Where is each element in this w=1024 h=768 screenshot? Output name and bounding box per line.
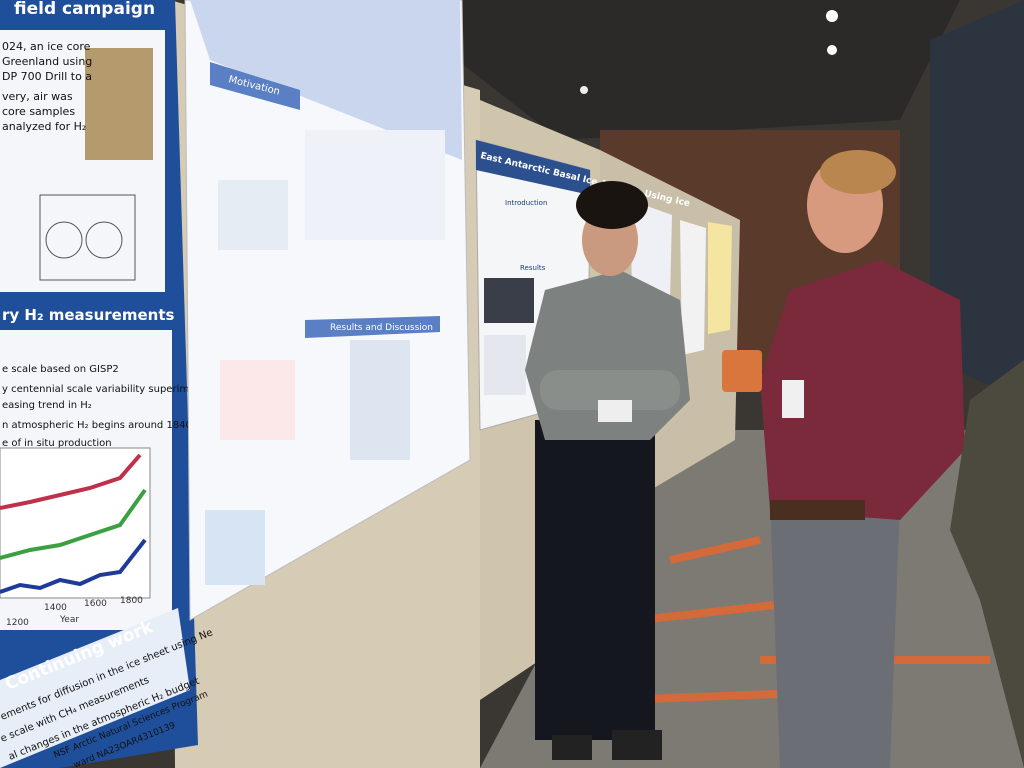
- ceiling: [380, 0, 960, 140]
- poster-figure: [350, 340, 410, 460]
- poster-line: Greenland using: [2, 55, 92, 68]
- poster-line: n atmospheric H₂ begins around 1840: [2, 420, 192, 431]
- poster-figure: [484, 335, 526, 395]
- poster-figure: [220, 360, 295, 440]
- person-student: [525, 181, 690, 760]
- axis-label: Year: [59, 615, 79, 625]
- poster-line: DP 700 Drill to a: [2, 70, 92, 83]
- poster-figure: [205, 510, 265, 585]
- poster-text: 024, an ice core Greenland using DP 700 …: [2, 40, 92, 133]
- poster-section-title: Introduction: [505, 199, 547, 207]
- poster-figure: [305, 130, 445, 240]
- diagram-flask: [45, 221, 83, 259]
- poster-line: analyzed for H₂: [2, 120, 86, 133]
- person-edge: [950, 360, 1024, 768]
- poster-photo: [85, 48, 153, 160]
- poster-section-bar: [210, 62, 300, 110]
- crossed-arms: [540, 370, 680, 410]
- hair: [576, 181, 648, 229]
- diagram-box: [39, 194, 136, 281]
- poster-line: y centennial scale variability superimpo…: [2, 384, 219, 395]
- plaid-shirt: [760, 260, 965, 520]
- trousers: [770, 500, 900, 768]
- coffee-cup: [722, 350, 762, 392]
- poster-section-title: Results and Discussion: [330, 323, 433, 333]
- carpet-pattern: [619, 536, 990, 704]
- axis-tick: 1600: [84, 599, 107, 609]
- poster-line: e of in situ production: [2, 438, 112, 449]
- poster-line: 024, an ice core: [2, 40, 91, 53]
- ceiling-light: [826, 10, 838, 22]
- poster-line: core samples: [2, 105, 75, 118]
- chart-line: [0, 538, 147, 594]
- poster-figure: [484, 278, 534, 323]
- poster-line: e scale based on GISP2: [2, 364, 119, 375]
- poster-bullets: e scale based on GISP2 y centennial scal…: [2, 364, 219, 449]
- hair: [820, 150, 896, 194]
- poster-section-bar: [305, 316, 440, 338]
- axis-tick: 1800: [120, 596, 143, 606]
- far-poster: [630, 200, 672, 300]
- poster-diagram: [39, 194, 136, 281]
- trousers: [535, 420, 655, 740]
- poster-heading: ry H₂ measurements: [2, 306, 174, 324]
- shoe: [552, 735, 592, 760]
- diagram-flask: [85, 221, 123, 259]
- badge: [598, 400, 632, 422]
- poster-figure: [218, 180, 288, 250]
- axis-tick: 1200: [6, 618, 29, 628]
- chart-axis: 1200 1400 1600 1800 Year: [6, 596, 143, 628]
- poster-line: very, air was: [2, 90, 73, 103]
- badge: [782, 380, 804, 418]
- chart-line: [0, 453, 142, 510]
- chart-line: [0, 488, 147, 560]
- shoe: [612, 730, 662, 760]
- poster-panel: [0, 608, 190, 768]
- poster-header: [190, 0, 462, 160]
- ceiling-light: [580, 86, 588, 94]
- far-poster: [680, 220, 706, 355]
- person-listener: [722, 150, 965, 768]
- belt: [770, 500, 865, 520]
- far-poster: [708, 222, 732, 334]
- poster-header: [476, 140, 590, 195]
- poster-section-title: Results: [520, 264, 546, 272]
- poster-heading: field campaign: [14, 0, 155, 19]
- axis-tick: 1400: [44, 603, 67, 613]
- poster-line: easing trend in H₂: [2, 400, 92, 411]
- ceiling-light: [827, 45, 837, 55]
